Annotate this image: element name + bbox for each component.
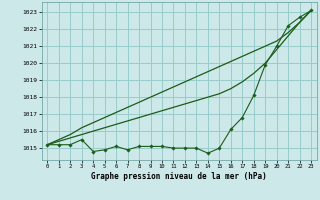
X-axis label: Graphe pression niveau de la mer (hPa): Graphe pression niveau de la mer (hPa) [91,172,267,181]
